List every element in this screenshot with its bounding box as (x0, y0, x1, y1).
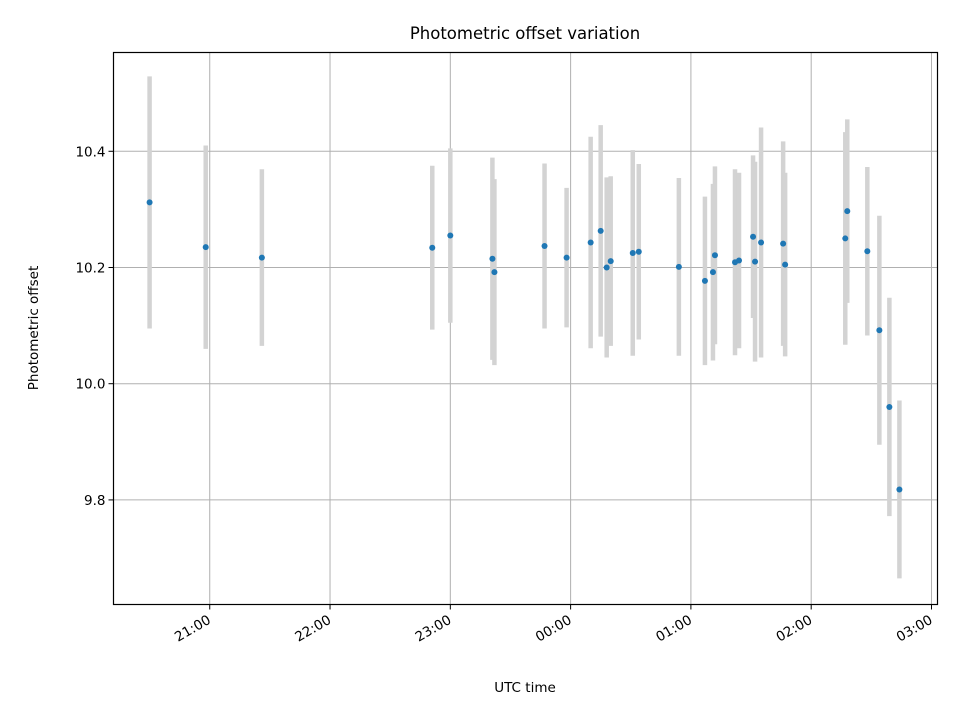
data-point (844, 208, 851, 215)
data-point (736, 257, 743, 264)
data-point (701, 277, 708, 284)
data-point (563, 254, 570, 261)
data-point (202, 244, 209, 251)
data-point (675, 263, 682, 270)
point-layer (146, 199, 903, 493)
y-axis-label: Photometric offset (26, 266, 42, 390)
data-point (603, 264, 610, 271)
data-point (780, 240, 787, 247)
data-point (491, 269, 498, 276)
data-point (709, 269, 716, 276)
data-point (758, 239, 765, 246)
y-tick-label: 10.4 (75, 144, 105, 160)
grid-layer (113, 52, 938, 605)
data-point (607, 258, 614, 265)
plot-frame (112, 51, 939, 606)
data-point (597, 227, 604, 234)
data-point (782, 261, 789, 268)
data-point (489, 255, 496, 262)
y-tick-label: 10.2 (75, 260, 105, 276)
data-point (635, 248, 642, 255)
data-point (146, 199, 153, 206)
y-tick-label: 10.0 (75, 377, 105, 393)
data-point (447, 232, 454, 239)
data-point (864, 248, 871, 255)
data-point (629, 249, 636, 256)
y-tick-label: 9.8 (84, 493, 105, 509)
chart-title: Photometric offset variation (410, 24, 640, 43)
data-point (541, 242, 548, 249)
data-point (842, 235, 849, 242)
data-point (750, 233, 757, 240)
data-point (896, 486, 903, 493)
data-point (258, 254, 265, 261)
data-point (429, 244, 436, 251)
data-point (876, 327, 883, 334)
data-point (587, 239, 594, 246)
x-axis-label: UTC time (494, 680, 556, 696)
data-point (752, 258, 759, 265)
data-point (886, 403, 893, 410)
data-point (711, 252, 718, 259)
